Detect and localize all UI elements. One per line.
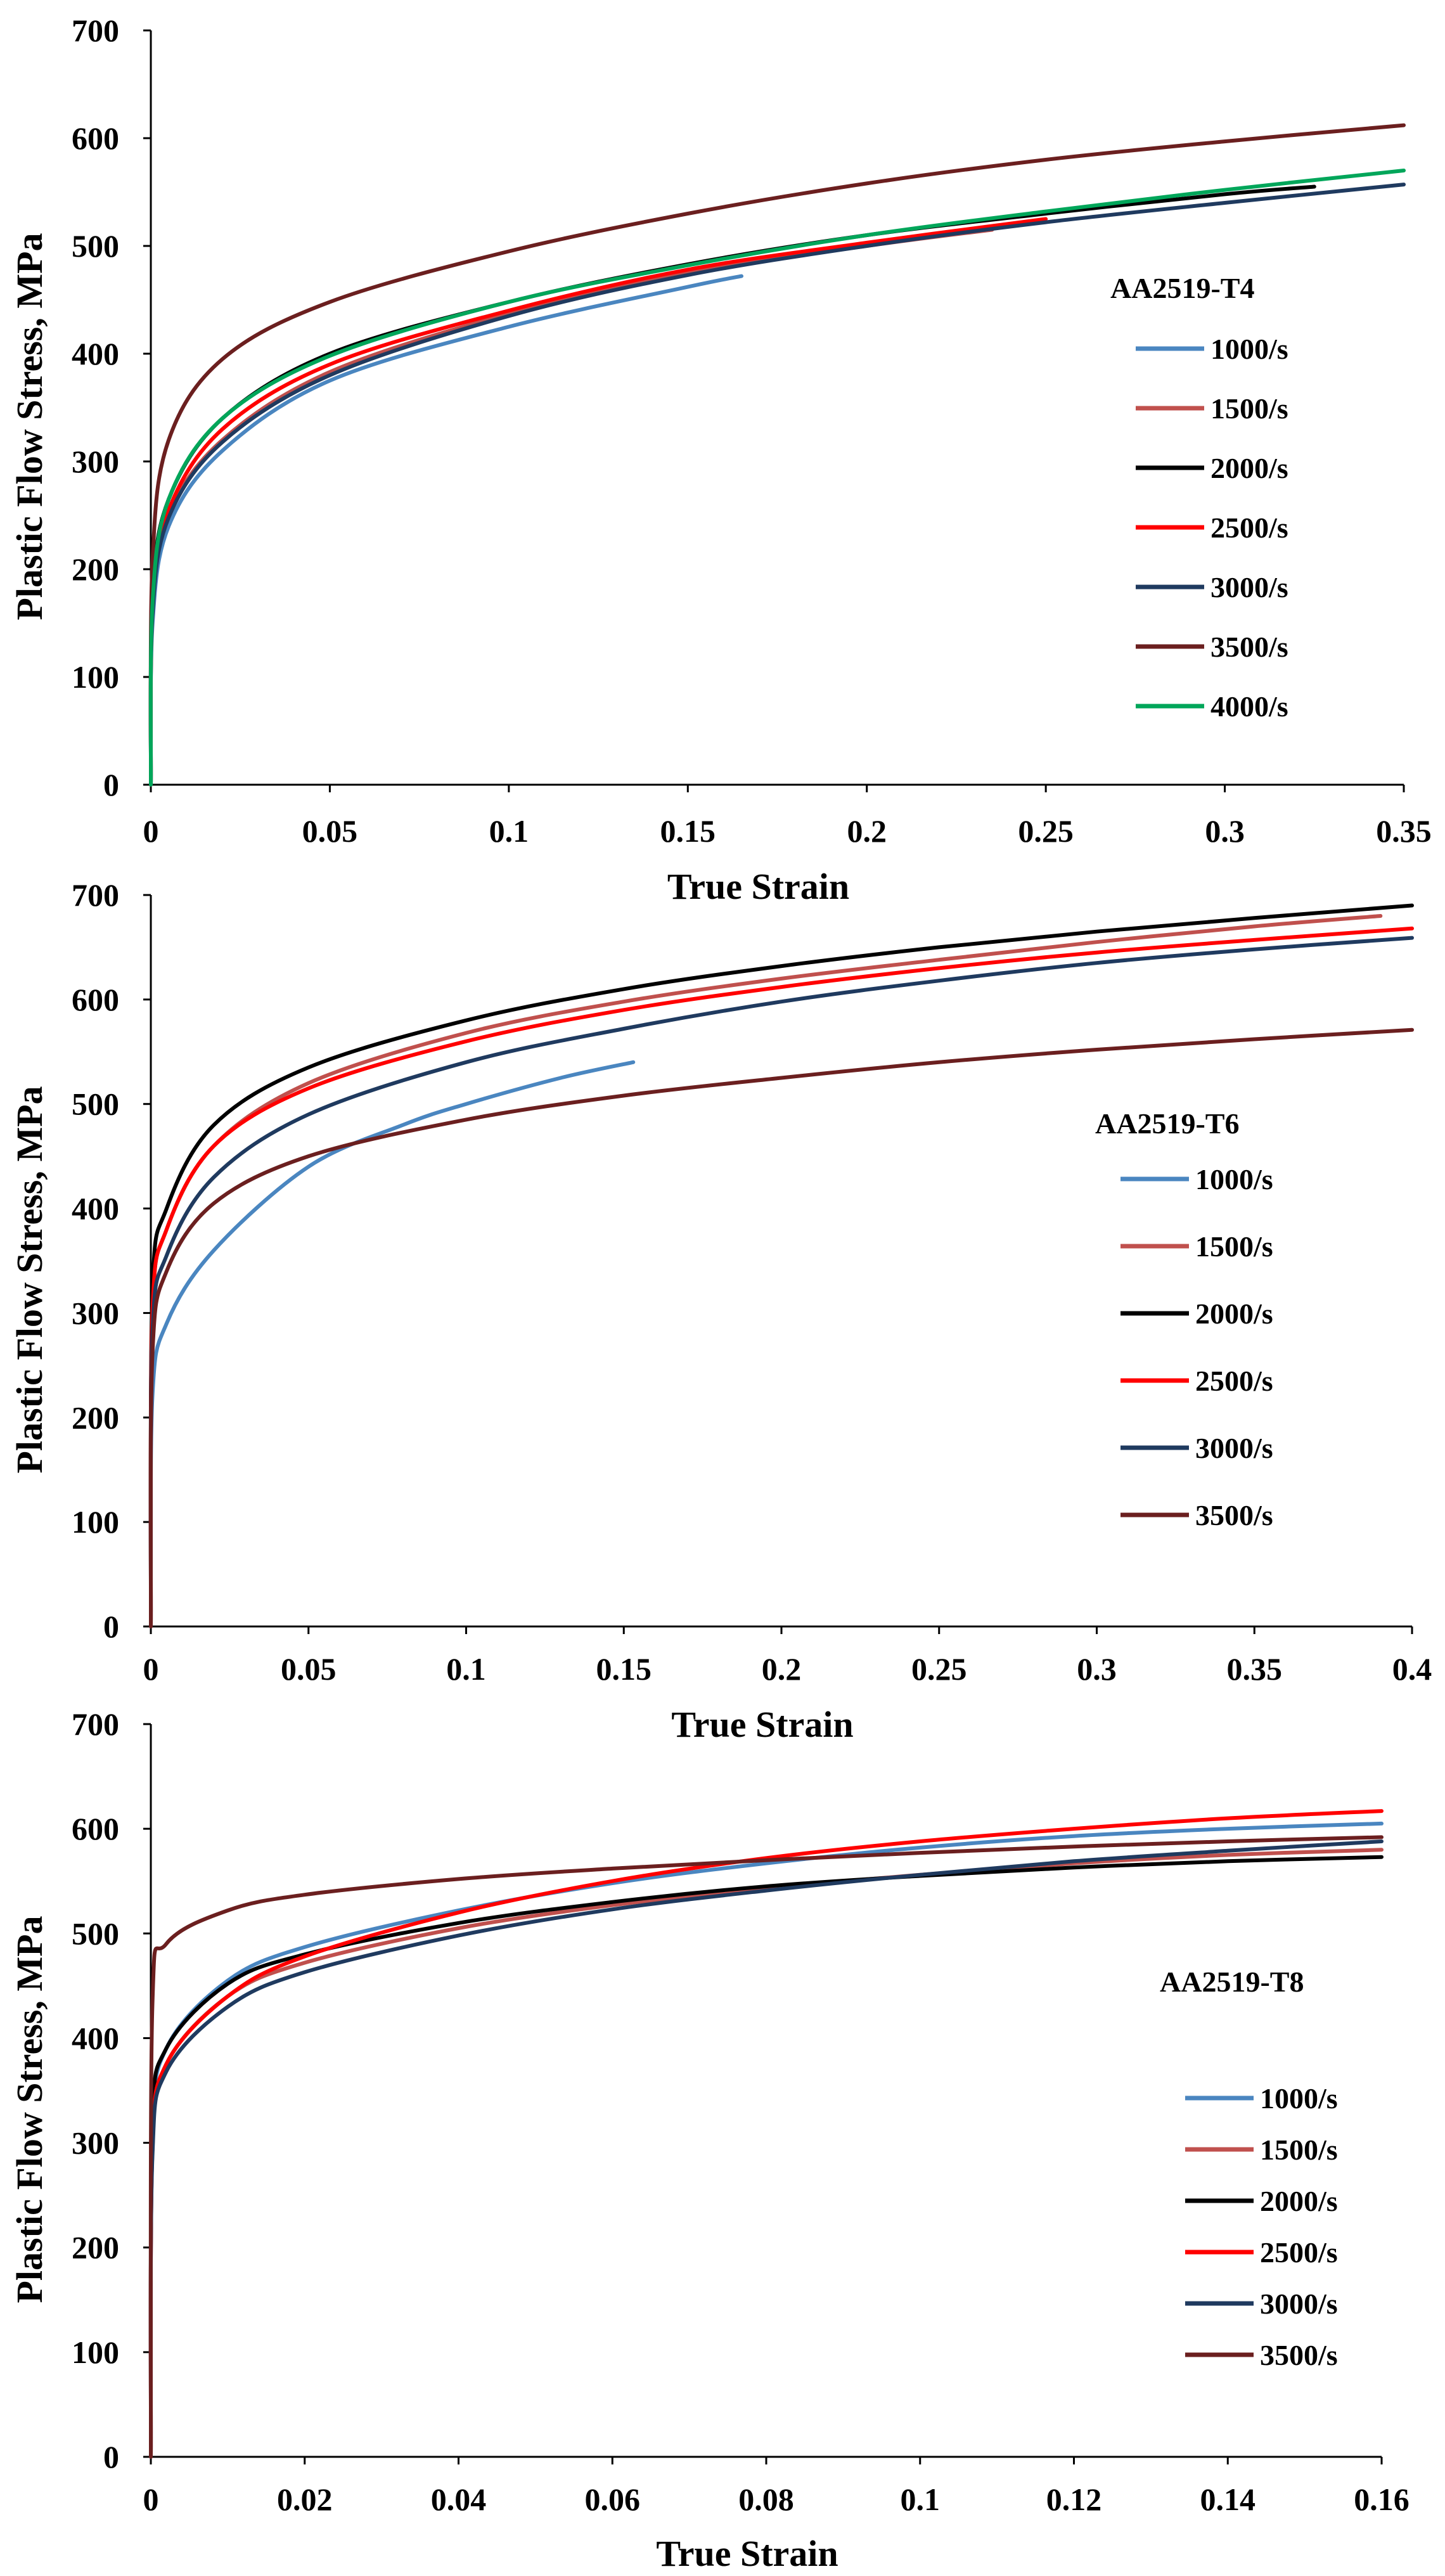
legend-label: 1500/s <box>1260 2134 1338 2166</box>
legend-title: AA2519-T4 <box>1110 272 1254 304</box>
y-tick-label: 300 <box>72 2125 119 2161</box>
y-axis-title: Plastic Flow Stress, MPa <box>9 233 50 620</box>
x-axis-title: True Strain <box>667 866 849 907</box>
y-tick-label: 700 <box>72 1706 119 1742</box>
y-tick-label: 400 <box>72 336 119 371</box>
series-line-1500-per-s <box>148 1848 1384 2459</box>
x-tick-label: 0.05 <box>281 1651 337 1687</box>
x-tick-label: 0.08 <box>738 2482 794 2517</box>
x-tick-label: 0.3 <box>1205 813 1245 849</box>
x-tick-label: 0 <box>143 2482 159 2517</box>
legend-label: 1000/s <box>1195 1163 1273 1195</box>
x-tick-label: 0 <box>143 813 159 849</box>
y-tick-label: 700 <box>72 877 119 913</box>
x-tick-label: 0.12 <box>1046 2482 1102 2517</box>
legend-label: 2000/s <box>1195 1298 1273 1330</box>
legend-label: 3000/s <box>1195 1432 1273 1464</box>
x-tick-label: 0.35 <box>1376 813 1432 849</box>
series-line-2500-per-s <box>148 926 1414 1628</box>
x-tick-label: 0.2 <box>847 813 887 849</box>
legend-label: 1500/s <box>1195 1230 1273 1263</box>
chart-aa2519-t8: 0 100 200 300 400 500 600 700 0 0.02 0.04 0.06 0.08 0… <box>9 1706 1410 2574</box>
legend-title: AA2519-T8 <box>1160 1966 1304 1998</box>
y-tick-label: 100 <box>72 1504 119 1540</box>
x-tick-label: 0.3 <box>1077 1651 1117 1687</box>
legend-label: 2500/s <box>1260 2236 1338 2269</box>
y-axis-title: Plastic Flow Stress, MPa <box>9 1916 50 2303</box>
series-line-1000-per-s <box>148 1821 1384 2459</box>
chart-aa2519-t6: 0 100 200 300 400 500 600 700 0 0.05 0.1 0.15 0.2 0.2… <box>9 877 1432 1745</box>
x-tick-label: 0.1 <box>489 813 529 849</box>
legend-label: 3500/s <box>1211 631 1288 663</box>
y-tick-label: 0 <box>103 1609 119 1644</box>
series-line-3500-per-s <box>148 123 1406 787</box>
x-tick-label: 0.1 <box>446 1651 486 1687</box>
legend-label: 3000/s <box>1260 2288 1338 2320</box>
y-tick-label: 600 <box>72 1811 119 1846</box>
x-axis-title: True Strain <box>671 1704 853 1745</box>
y-tick-label: 400 <box>72 1191 119 1227</box>
x-tick-label: 0 <box>143 1651 159 1687</box>
y-tick-label: 600 <box>72 120 119 156</box>
y-tick-label: 500 <box>72 1086 119 1122</box>
series-line-2500-per-s <box>148 217 1048 787</box>
series-line-3500-per-s <box>148 1835 1384 2459</box>
y-tick-label: 200 <box>72 551 119 587</box>
x-tick-label: 0.14 <box>1200 2482 1256 2517</box>
y-axis-title: Plastic Flow Stress, MPa <box>9 1086 50 1473</box>
legend-label: 2500/s <box>1211 512 1288 544</box>
series-line-2500-per-s <box>148 1809 1384 2459</box>
y-tick-label: 200 <box>72 2230 119 2265</box>
x-tick-label: 0.15 <box>596 1651 652 1687</box>
y-tick-label: 500 <box>72 1916 119 1951</box>
series-line-3000-per-s <box>148 936 1414 1628</box>
series-line-3000-per-s <box>148 1839 1384 2459</box>
legend-label: 4000/s <box>1211 690 1288 723</box>
y-tick-label: 300 <box>72 444 119 479</box>
y-tick-label: 100 <box>72 2334 119 2370</box>
x-tick-label: 0.06 <box>585 2482 641 2517</box>
y-tick-label: 0 <box>103 2439 119 2475</box>
x-tick-label: 0.4 <box>1392 1651 1432 1687</box>
y-tick-label: 600 <box>72 982 119 1017</box>
series-line-2000-per-s <box>148 903 1414 1628</box>
legend-label: 2500/s <box>1195 1365 1273 1397</box>
legend-label: 2000/s <box>1260 2185 1338 2217</box>
legend-title: AA2519-T6 <box>1095 1107 1239 1140</box>
x-tick-label: 0.16 <box>1354 2482 1410 2517</box>
legend-label: 2000/s <box>1211 452 1288 484</box>
legend-label: 1000/s <box>1260 2082 1338 2115</box>
x-tick-label: 0.15 <box>660 813 716 849</box>
series-line-4000-per-s <box>148 169 1406 787</box>
series-line-1000-per-s <box>148 274 743 787</box>
y-tick-label: 400 <box>72 2020 119 2056</box>
series-line-2000-per-s <box>148 1855 1384 2459</box>
y-tick-label: 100 <box>72 659 119 695</box>
legend-label: 3000/s <box>1211 571 1288 603</box>
y-tick-label: 200 <box>72 1400 119 1435</box>
x-axis-title: True Strain <box>656 2533 838 2574</box>
x-tick-label: 0.1 <box>901 2482 941 2517</box>
series-line-3500-per-s <box>148 1027 1414 1628</box>
x-tick-label: 0.35 <box>1227 1651 1283 1687</box>
series-line-3000-per-s <box>148 183 1406 787</box>
x-tick-label: 0.02 <box>277 2482 333 2517</box>
chart-aa2519-t4: 0 100 200 300 400 500 600 700 0 0.05 0.1 0.15 0.2 0.2… <box>9 13 1432 907</box>
x-tick-label: 0.05 <box>302 813 358 849</box>
y-tick-label: 700 <box>72 13 119 48</box>
legend-label: 1500/s <box>1211 392 1288 425</box>
legend-label: 3500/s <box>1195 1499 1273 1531</box>
x-tick-label: 0.25 <box>1018 813 1074 849</box>
x-tick-label: 0.2 <box>762 1651 802 1687</box>
y-tick-label: 0 <box>103 767 119 802</box>
legend-label: 3500/s <box>1260 2339 1338 2371</box>
y-tick-label: 500 <box>72 228 119 264</box>
y-tick-label: 300 <box>72 1295 119 1330</box>
legend-label: 1000/s <box>1211 333 1288 365</box>
series-line-1000-per-s <box>148 1060 636 1628</box>
x-tick-label: 0.25 <box>911 1651 967 1687</box>
x-tick-label: 0.04 <box>431 2482 487 2517</box>
